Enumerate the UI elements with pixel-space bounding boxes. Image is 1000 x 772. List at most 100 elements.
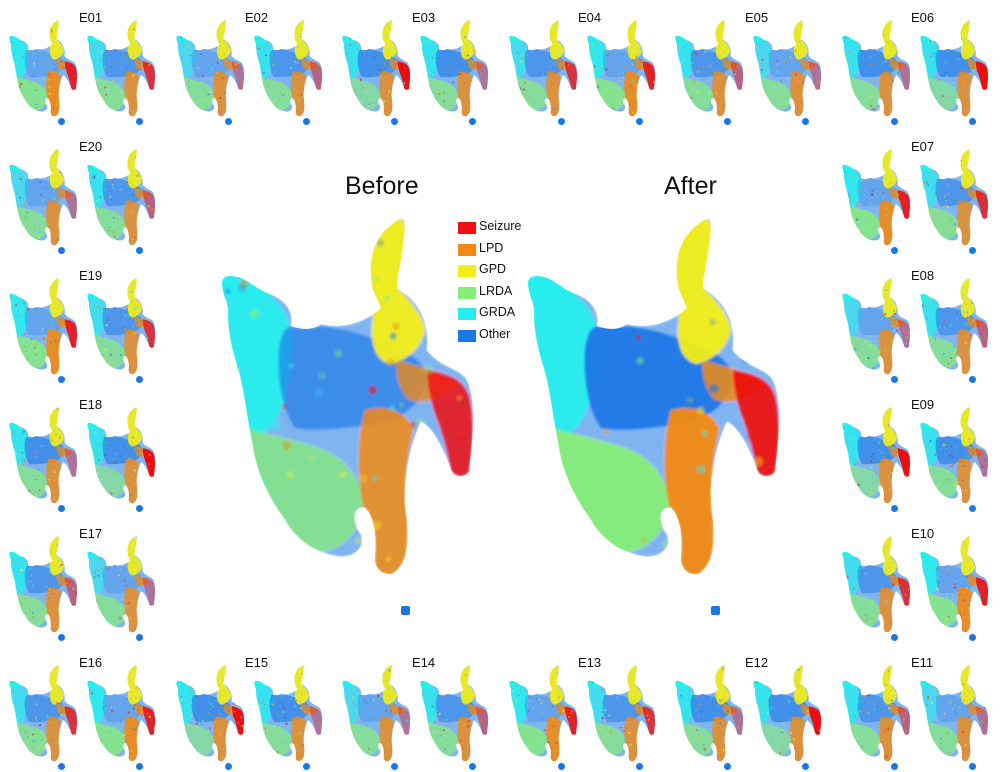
legend-swatch <box>458 243 476 256</box>
legend-swatch <box>458 329 476 342</box>
expert-label-e19: E19 <box>79 268 103 283</box>
expert-marker-dot <box>969 763 976 770</box>
expert-marker-dot <box>391 118 398 125</box>
embedding-plot <box>87 665 156 762</box>
embedding-plot <box>221 218 474 575</box>
expert-marker-dot <box>136 376 143 383</box>
expert-marker-dot <box>58 247 65 254</box>
embedding-plot <box>87 20 156 117</box>
embedding-plot <box>842 20 911 117</box>
expert-marker-dot <box>969 634 976 641</box>
embedding-plot <box>176 665 245 762</box>
legend-label: LRDA <box>479 283 513 298</box>
expert-marker-dot <box>58 763 65 770</box>
expert-marker-dot <box>469 763 476 770</box>
embedding-plot <box>842 536 911 633</box>
embedding-plot <box>920 278 989 375</box>
expert-label-e14: E14 <box>412 655 436 670</box>
expert-marker-dot <box>136 247 143 254</box>
expert-label-e01: E01 <box>79 10 103 25</box>
expert-marker-dot <box>136 505 143 512</box>
expert-marker-dot <box>802 763 809 770</box>
embedding-plot <box>920 665 989 762</box>
expert-marker-dot <box>969 247 976 254</box>
embedding-plot <box>509 665 578 762</box>
legend-swatch <box>458 265 476 277</box>
expert-label-e12: E12 <box>745 655 769 670</box>
expert-marker-dot <box>969 118 976 125</box>
embedding-plot <box>9 407 78 504</box>
embedding-plot <box>587 20 656 117</box>
embedding-plot <box>254 20 323 117</box>
expert-marker-dot <box>136 634 143 641</box>
embedding-plot <box>176 20 245 117</box>
embedding-plot <box>527 218 780 575</box>
embedding-plot <box>842 278 911 375</box>
expert-marker-dot <box>969 376 976 383</box>
expert-marker-dot <box>724 763 731 770</box>
expert-label-e10: E10 <box>911 526 935 541</box>
legend-label: LPD <box>479 240 504 255</box>
embedding-plot <box>842 407 911 504</box>
embedding-plot <box>87 149 156 246</box>
expert-marker-dot <box>469 118 476 125</box>
embedding-plot <box>342 20 411 117</box>
expert-marker-dot <box>391 763 398 770</box>
expert-marker-dot <box>969 505 976 512</box>
legend-swatch <box>458 308 476 320</box>
embedding-plot <box>920 536 989 633</box>
expert-label-e09: E09 <box>911 397 935 412</box>
expert-label-e13: E13 <box>578 655 602 670</box>
expert-marker-dot <box>136 118 143 125</box>
expert-marker-dot <box>58 118 65 125</box>
expert-marker-dot <box>891 247 898 254</box>
expert-label-e03: E03 <box>412 10 436 25</box>
expert-label-e17: E17 <box>79 526 103 541</box>
panel-title-before: Before <box>345 172 419 200</box>
legend-swatch <box>458 222 476 234</box>
expert-label-e08: E08 <box>911 268 935 283</box>
embedding-plot <box>9 278 78 375</box>
expert-marker-dot <box>558 118 565 125</box>
expert-marker-dot <box>136 763 143 770</box>
embedding-plot <box>87 278 156 375</box>
expert-label-e05: E05 <box>745 10 769 25</box>
embedding-plot <box>9 536 78 633</box>
embedding-plot <box>753 665 822 762</box>
expert-label-e04: E04 <box>578 10 602 25</box>
expert-marker-dot <box>802 118 809 125</box>
embedding-plot <box>509 20 578 117</box>
embedding-plot <box>420 665 489 762</box>
expert-marker-dot <box>636 118 643 125</box>
expert-marker-dot <box>303 763 310 770</box>
embedding-plot <box>87 536 156 633</box>
expert-marker-dot <box>724 118 731 125</box>
panel-marker-square <box>711 606 720 615</box>
embedding-plot <box>842 149 911 246</box>
embedding-plot <box>920 407 989 504</box>
expert-marker-dot <box>891 118 898 125</box>
expert-label-e06: E06 <box>911 10 935 25</box>
expert-marker-dot <box>303 118 310 125</box>
expert-marker-dot <box>558 763 565 770</box>
embedding-plot <box>753 20 822 117</box>
embedding-plot <box>9 149 78 246</box>
embedding-plot <box>920 149 989 246</box>
expert-label-e02: E02 <box>245 10 269 25</box>
legend-label: GPD <box>479 262 507 276</box>
expert-marker-dot <box>891 763 898 770</box>
expert-label-e18: E18 <box>79 397 103 412</box>
panel-title-after: After <box>664 172 717 200</box>
embedding-plot <box>675 665 744 762</box>
expert-label-e07: E07 <box>911 139 935 154</box>
expert-label-e11: E11 <box>911 655 934 670</box>
legend-label: Other <box>479 326 511 341</box>
legend-label: Seizure <box>479 219 522 233</box>
expert-marker-dot <box>225 763 232 770</box>
expert-marker-dot <box>225 118 232 125</box>
expert-marker-dot <box>58 505 65 512</box>
panel-marker-square <box>401 606 410 615</box>
expert-label-e16: E16 <box>79 655 103 670</box>
expert-marker-dot <box>891 505 898 512</box>
